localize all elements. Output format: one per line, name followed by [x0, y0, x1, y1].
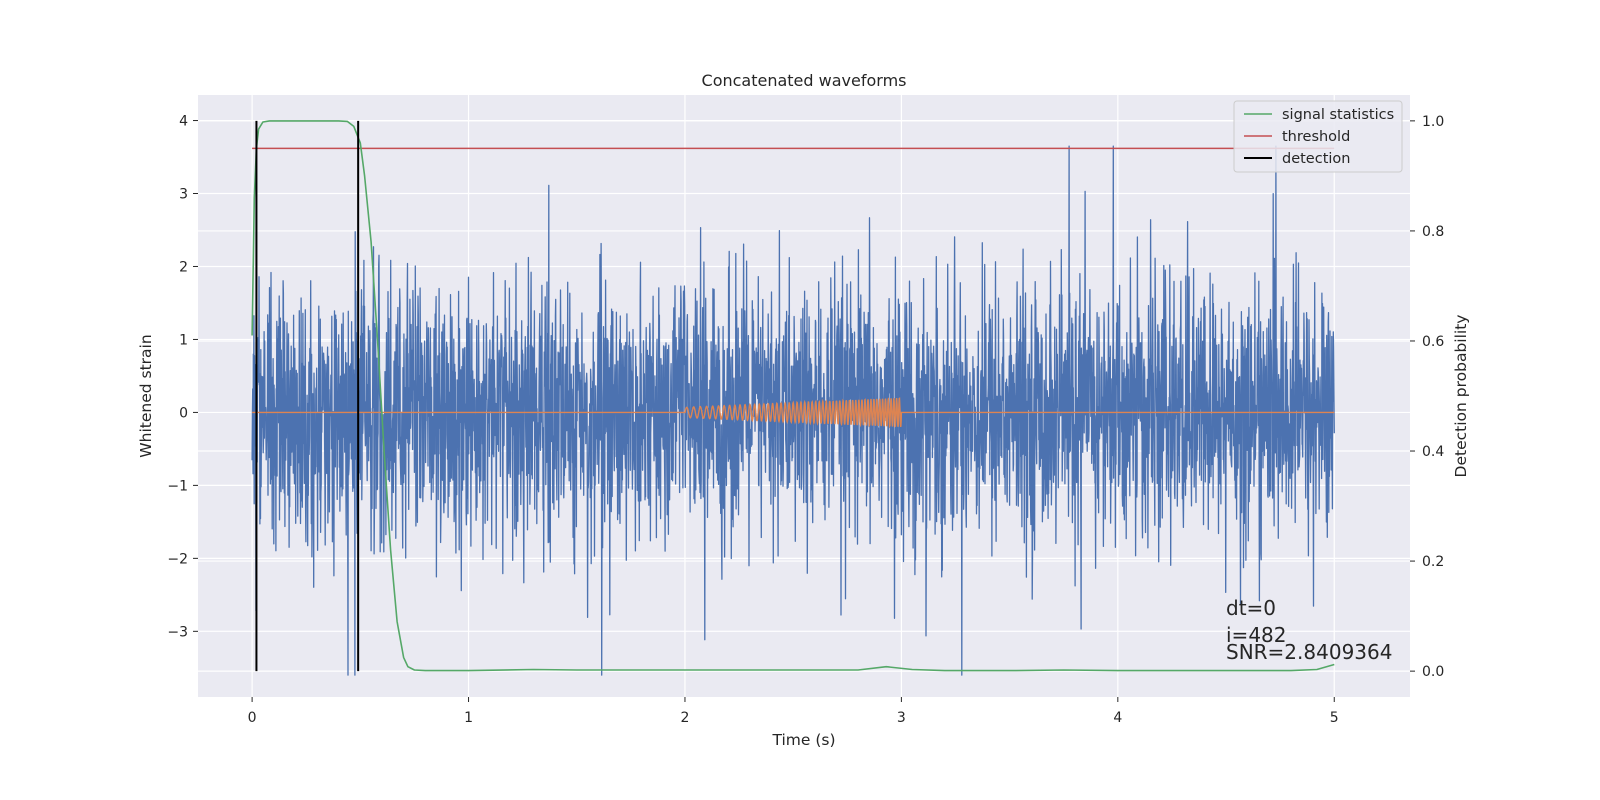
y2-tick-label-3: 0.6 [1422, 334, 1444, 350]
y2-tick-label-5: 1.0 [1422, 114, 1444, 130]
y-tick-label-4: 1 [179, 332, 188, 348]
legend: signal statistics threshold detection [1233, 100, 1403, 173]
y2-tick-label-2: 0.4 [1422, 444, 1444, 460]
chart-title: Concatenated waveforms [702, 71, 907, 90]
annotations: dt=0 i=482 SNR=2.8409364 [1226, 596, 1392, 664]
y2-tick-label-0: 0.0 [1422, 664, 1444, 680]
x-tick-label-5: 5 [1330, 710, 1339, 726]
x-tick-label-4: 4 [1113, 710, 1122, 726]
x-axis-title: Time (s) [771, 731, 835, 749]
y-tick-label-1: −2 [167, 551, 188, 567]
annotation-dt: dt=0 [1226, 596, 1276, 620]
y-tick-label-6: 3 [179, 187, 188, 203]
y2-tick-label-4: 0.8 [1422, 224, 1444, 240]
legend-label-threshold: threshold [1282, 129, 1350, 145]
legend-label-detection: detection [1282, 151, 1350, 167]
x-tick-label-0: 0 [248, 710, 257, 726]
y-tick-label-0: −3 [167, 624, 188, 640]
y-tick-label-2: −1 [167, 478, 188, 494]
x-tick-label-2: 2 [681, 710, 690, 726]
legend-label-signal-statistics: signal statistics [1282, 107, 1394, 123]
y-tick-label-3: 0 [179, 405, 188, 421]
legend-box [1233, 100, 1403, 173]
signal-statistics-line [251, 120, 1335, 672]
y-tick-label-7: 4 [179, 114, 188, 130]
chirp-signal-line [252, 397, 1335, 429]
axis-ticks: 0 1 2 3 4 5 −3 −2 −1 0 1 2 3 4 0.0 0.2 0.4 0.6 0.8 1.0 [167, 114, 1444, 726]
y2-tick-label-1: 0.2 [1422, 554, 1444, 570]
y-axis-title: Whitened strain [137, 334, 155, 457]
strain-noise-line [251, 145, 1335, 676]
x-tick-label-1: 1 [464, 710, 473, 726]
y2-axis-title: Detection probability [1452, 315, 1470, 478]
annotation-snr: SNR=2.8409364 [1226, 640, 1392, 664]
y-tick-label-5: 2 [179, 259, 188, 275]
series-layer [251, 120, 1335, 676]
x-tick-label-3: 3 [897, 710, 906, 726]
annotation-i: i=482 [1226, 623, 1287, 647]
